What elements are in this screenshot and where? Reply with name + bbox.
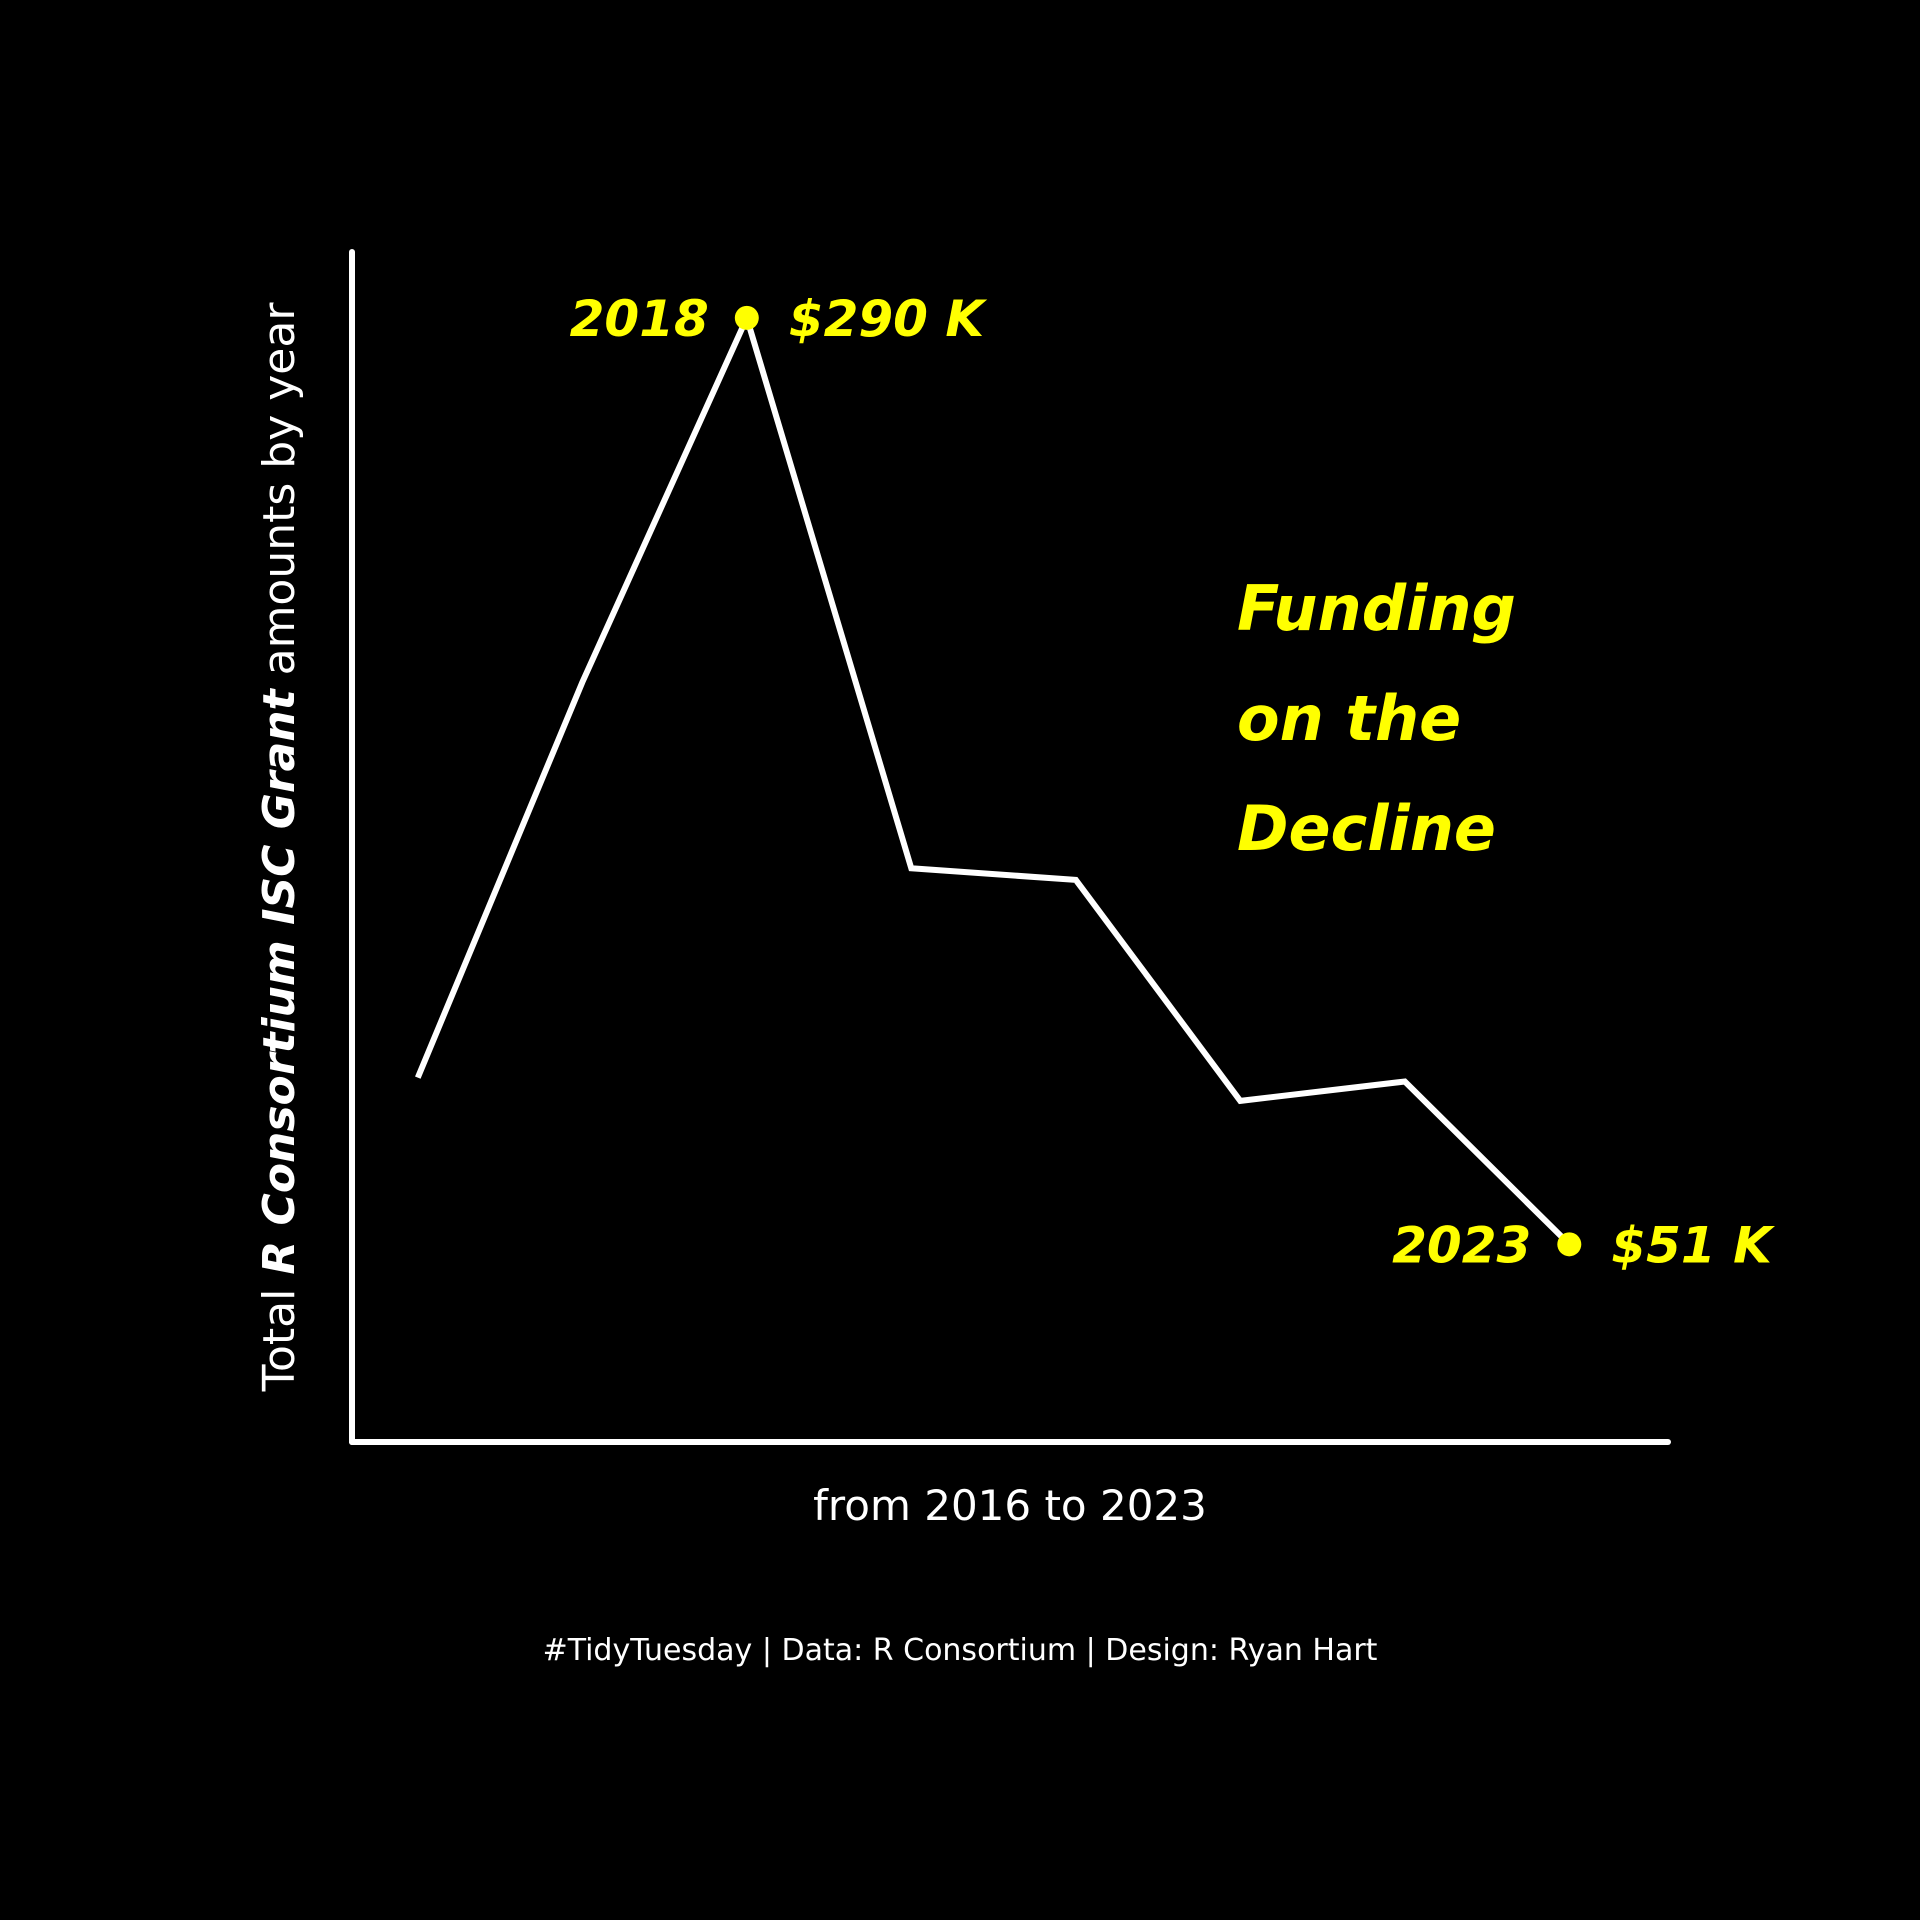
highlight-point-2023 bbox=[1557, 1232, 1582, 1257]
highlight-points: 2018 $290 K 2023 $51 K bbox=[570, 290, 1775, 1274]
annotation-line-1: Funding bbox=[1237, 572, 1516, 645]
y-axis-label-prefix: Total bbox=[254, 1275, 305, 1393]
x-axis-label: from 2016 to 2023 bbox=[813, 1481, 1207, 1530]
series-line-grant-total bbox=[415, 309, 1572, 1247]
highlight-year-label-2023: 2023 bbox=[1392, 1216, 1531, 1274]
caption: #TidyTuesday | Data: R Consortium | Desi… bbox=[543, 1633, 1378, 1668]
highlight-value-label-2023: $51 K bbox=[1611, 1216, 1775, 1274]
y-axis-label-emphasis: R Consortium ISC Grant bbox=[254, 687, 305, 1274]
highlight-value-label-2018: $290 K bbox=[789, 290, 988, 348]
y-axis-label: Total R Consortium ISC Grant amounts by … bbox=[254, 302, 305, 1393]
annotation-line-2: on the bbox=[1237, 682, 1461, 755]
highlight-point-2018 bbox=[734, 305, 759, 330]
highlight-year-label-2018: 2018 bbox=[570, 290, 709, 348]
y-axis-label-suffix: amounts by year bbox=[254, 302, 305, 690]
annotation-line-3: Decline bbox=[1237, 792, 1496, 865]
